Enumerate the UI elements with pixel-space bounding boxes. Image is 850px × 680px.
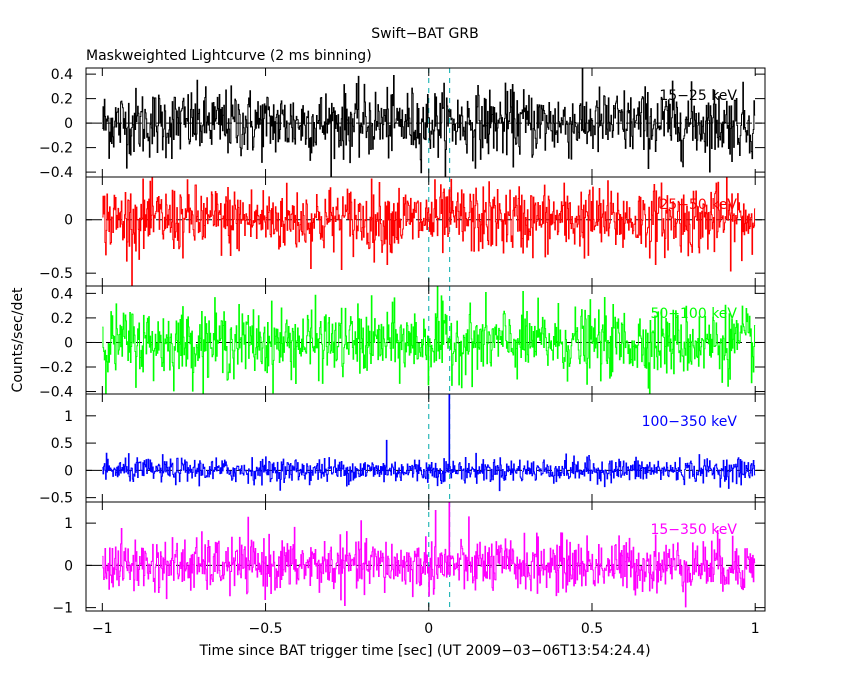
y-tick-label-4-0: 1 xyxy=(64,516,73,532)
x-tick-label-1: −0.5 xyxy=(249,621,283,637)
panel-2: 0.4 0.2 0 −0.2 −0.4 50−100 keV xyxy=(39,285,766,401)
y-tick-label-2-0: 0.4 xyxy=(51,286,73,302)
series-line-3 xyxy=(102,394,756,492)
series-line-2 xyxy=(102,286,756,394)
panels-group: 0.4 0.2 0 −0.2 −0.4 15−25 keV 0 −0.5 25−50 keV 0.… xyxy=(39,67,766,617)
y-tick-label-4-1: 0 xyxy=(64,558,73,574)
y-tick-label-2-4: −0.4 xyxy=(39,385,73,401)
y-tick-label-4-2: −1 xyxy=(52,601,73,617)
y-tick-label-0-1: 0.2 xyxy=(51,92,73,108)
y-axis-label: Counts/sec/det xyxy=(10,287,26,392)
series-line-0 xyxy=(102,68,756,177)
panel-frame-3 xyxy=(85,393,766,503)
y-tick-label-3-1: 0.5 xyxy=(51,436,73,452)
y-tick-label-2-2: 0 xyxy=(64,335,73,351)
y-tick-label-2-1: 0.2 xyxy=(51,311,73,327)
y-tick-label-2-3: −0.2 xyxy=(39,360,73,376)
band-label-1: 25−50 keV xyxy=(659,197,737,213)
y-tick-label-3-2: 0 xyxy=(64,463,73,479)
y-tick-label-0-4: −0.4 xyxy=(39,165,73,181)
x-tick-label-2: 0 xyxy=(424,621,433,637)
y-tick-label-0-0: 0.4 xyxy=(51,67,73,83)
x-tick-label-3: 0.5 xyxy=(581,621,603,637)
chart-title: Swift−BAT GRB xyxy=(371,26,478,42)
series-line-1 xyxy=(102,177,756,286)
panel-3: 1 0.5 0 −0.5 100−350 keV xyxy=(39,393,766,507)
x-tick-labels: −1 −0.5 0 0.5 1 xyxy=(92,621,760,637)
y-tick-label-3-3: −0.5 xyxy=(39,491,73,507)
x-axis-label: Time since BAT trigger time [sec] (UT 20… xyxy=(198,643,650,659)
band-label-2: 50−100 keV xyxy=(650,306,737,322)
band-label-4: 15−350 keV xyxy=(650,522,737,538)
y-tick-label-1-1: −0.5 xyxy=(39,266,73,282)
y-tick-label-3-0: 1 xyxy=(64,409,73,425)
series-line-4 xyxy=(102,502,756,608)
chart-subtitle: Maskweighted Lightcurve (2 ms binning) xyxy=(86,48,372,64)
panel-4: 1 0 −1 15−350 keV xyxy=(52,501,766,617)
band-label-3: 100−350 keV xyxy=(642,414,738,430)
band-label-0: 15−25 keV xyxy=(659,88,737,104)
y-tick-label-0-3: −0.2 xyxy=(39,141,73,157)
y-tick-label-0-2: 0 xyxy=(64,116,73,132)
panel-1: 0 −0.5 25−50 keV xyxy=(39,176,766,287)
panel-0: 0.4 0.2 0 −0.2 −0.4 15−25 keV xyxy=(39,67,766,181)
y-tick-label-1-0: 0 xyxy=(64,213,73,229)
panel-frame-4 xyxy=(85,501,766,612)
x-tick-label-0: −1 xyxy=(92,621,113,637)
x-tick-label-4: 1 xyxy=(751,621,760,637)
